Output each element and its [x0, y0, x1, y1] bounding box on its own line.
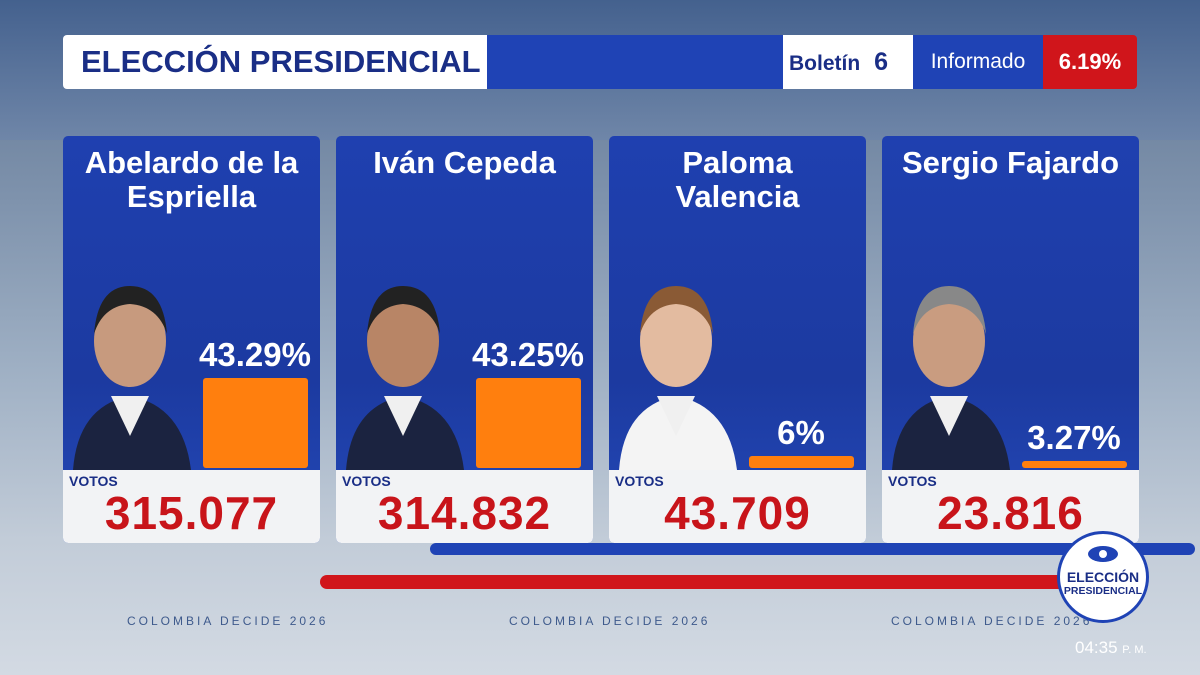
votes-panel: VOTOS 43.709 [609, 470, 866, 543]
bulletin: Boletín 6 [783, 35, 913, 89]
portrait [73, 286, 191, 470]
logo-icon [1088, 546, 1118, 562]
time: 04:35 [1075, 638, 1118, 657]
percent-bar [203, 377, 308, 468]
portrait [346, 286, 464, 470]
votes-count: 43.709 [664, 487, 811, 539]
portrait [619, 286, 737, 470]
bulletin-label: Boletín [789, 52, 861, 75]
red-stripe [320, 575, 1080, 589]
votes-panel: VOTOS 23.816 [882, 470, 1139, 543]
percent-label: 3.27% [1027, 419, 1121, 457]
votes-label: VOTOS [615, 473, 664, 489]
votes-label: VOTOS [342, 473, 391, 489]
slogan: COLOMBIA DECIDE 2026 [891, 614, 1093, 628]
logo-line: PRESIDENCIAL [1063, 585, 1143, 597]
percent-label: 43.29% [199, 335, 311, 373]
percent-label: 6% [777, 413, 825, 451]
header-title: ELECCIÓN PRESIDENCIAL [63, 35, 487, 89]
votes-count: 315.077 [104, 487, 279, 539]
candidate-name: Paloma Valencia [675, 145, 800, 214]
bulletin-number: 6 [874, 48, 889, 76]
candidate-card: Sergio Fajardo 3.27% VOTOS 23.816 [882, 136, 1139, 543]
candidate-photo [609, 246, 744, 470]
votes-panel: VOTOS 315.077 [63, 470, 320, 543]
votes-count: 314.832 [377, 487, 552, 539]
votes-label: VOTOS [888, 473, 937, 489]
reported-value: 6.19% [1043, 35, 1137, 89]
candidate-name: Sergio Fajardo [901, 145, 1120, 180]
slogan: COLOMBIA DECIDE 2026 [509, 614, 711, 628]
reported-label: Informado [913, 35, 1043, 89]
blue-stripe [430, 543, 1195, 555]
votes-count: 23.816 [937, 487, 1084, 539]
time-suffix: P. M. [1122, 644, 1147, 656]
votes-label: VOTOS [69, 473, 118, 489]
candidate-name: Abelardo de la Espriella [84, 145, 299, 214]
header-band [487, 35, 783, 89]
candidate-photo [882, 246, 1017, 470]
candidate-card: Abelardo de la Espriella 43.29% VOTOS 315.0… [63, 136, 320, 543]
votes-panel: VOTOS 314.832 [336, 470, 593, 543]
candidate-photo [63, 246, 198, 470]
percent-label: 43.25% [472, 336, 584, 374]
candidate-name: Iván Cepeda [373, 145, 556, 180]
portrait [892, 286, 1010, 470]
percent-bar [476, 378, 581, 468]
logo: ELECCIÓN PRESIDENCIAL [1057, 531, 1149, 623]
slogan: COLOMBIA DECIDE 2026 [127, 614, 329, 628]
candidate-photo [336, 246, 471, 470]
logo-line: ELECCIÓN [1066, 569, 1140, 585]
clock: 04:35 P. M. [1075, 638, 1147, 658]
percent-bar [1022, 461, 1127, 468]
candidate-card: Paloma Valencia 6% VOTOS 43.709 [609, 136, 866, 543]
percent-bar [749, 455, 854, 468]
candidate-card: Iván Cepeda 43.25% VOTOS 314.832 [336, 136, 593, 543]
